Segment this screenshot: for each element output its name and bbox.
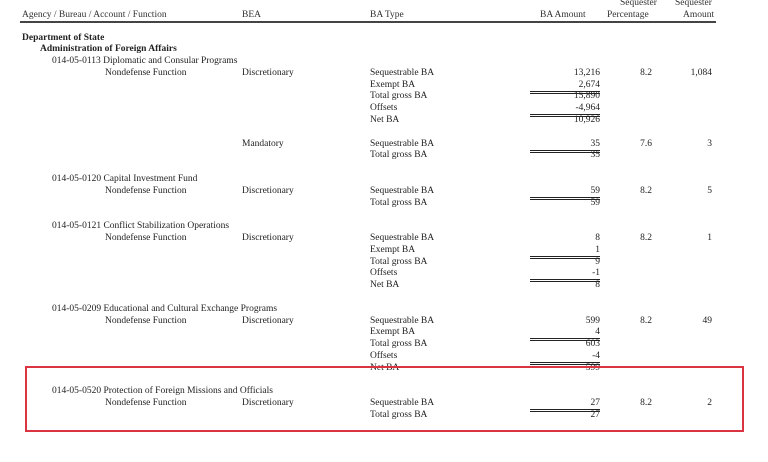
ba-type: Total gross BA — [370, 339, 428, 350]
ba-type: Net BA — [370, 115, 400, 125]
sequester-percentage: 8.2 — [640, 398, 652, 409]
ba-type: Exempt BA — [370, 244, 416, 255]
sequester-amount: 1,084 — [690, 67, 712, 78]
bea-label: Discretionary — [242, 185, 294, 196]
header-seq-amt-1: Sequester — [675, 0, 712, 8]
ba-amount: 2,674 — [530, 80, 600, 94]
sequester-amount: 3 — [707, 138, 712, 149]
ba-amount: -4,964 — [530, 103, 600, 118]
ba-type: Sequestrable BA — [370, 67, 435, 78]
department-name: Department of State — [22, 33, 105, 43]
account-title: 014-05-0209 Educational and Cultural Exc… — [52, 303, 278, 314]
bea-label: Discretionary — [242, 315, 294, 326]
ba-type: Sequestrable BA — [370, 185, 435, 196]
ba-amount: 9 — [595, 256, 600, 267]
function-label: Nondefense Function — [105, 185, 187, 196]
bea-label: Mandatory — [242, 138, 284, 149]
ba-amount: 1 — [530, 245, 600, 259]
ba-type: Sequestrable BA — [370, 138, 435, 149]
sequester-amount: 5 — [707, 185, 712, 196]
sequester-percentage: 8.2 — [640, 233, 652, 243]
ba-type: Total gross BA — [370, 150, 428, 161]
function-label: Nondefense Function — [105, 398, 187, 409]
ba-amount: 27 — [530, 398, 600, 413]
ba-amount: 8 — [595, 280, 600, 291]
function-label: Nondefense Function — [105, 315, 187, 326]
ba-amount: 603 — [585, 339, 600, 350]
function-label: Nondefense Function — [105, 233, 187, 243]
ba-type: Total gross BA — [370, 197, 428, 208]
sequester-percentage: 7.6 — [640, 138, 652, 149]
ba-type: Total gross BA — [370, 410, 428, 420]
sequester-amount: 49 — [702, 315, 713, 326]
ba-amount: 4 — [530, 327, 600, 342]
ba-amount: -1 — [530, 268, 600, 283]
ba-amount: 15,890 — [573, 91, 600, 102]
header-divider — [20, 21, 716, 23]
sequester-amount: 2 — [707, 398, 712, 409]
ba-amount: 59 — [590, 197, 601, 208]
bea-label: Discretionary — [242, 398, 294, 409]
ba-amount: 8 — [595, 233, 600, 243]
account-title: 014-05-0120 Capital Investment Fund — [52, 174, 198, 184]
header-agency: Agency / Bureau / Account / Function — [22, 10, 167, 20]
sequester-percentage: 8.2 — [640, 67, 652, 78]
ba-type: Sequestrable BA — [370, 315, 435, 326]
ba-type: Net BA — [370, 280, 400, 291]
header-seq-pct-2: Percentage — [607, 10, 649, 20]
sequester-percentage: 8.2 — [640, 315, 652, 326]
bureau-name: Administration of Foreign Affairs — [40, 44, 177, 54]
ba-type: Offsets — [370, 268, 398, 279]
sequester-amount: 1 — [707, 233, 712, 243]
account-title: 014-05-0121 Conflict Stabilization Opera… — [52, 221, 230, 232]
ba-type: Total gross BA — [370, 256, 428, 267]
header-bea: BEA — [242, 10, 261, 20]
highlight-box — [25, 366, 744, 432]
ba-type: Exempt BA — [370, 327, 416, 338]
ba-type: Offsets — [370, 103, 398, 114]
ba-amount: -4 — [530, 351, 600, 365]
ba-amount: 59 — [530, 186, 600, 200]
account-title: 014-05-0520 Protection of Foreign Missio… — [52, 386, 273, 397]
account-title: 014-05-0113 Diplomatic and Consular Prog… — [52, 56, 238, 66]
header-seq-amt-2: Amount — [683, 10, 715, 20]
bea-label: Discretionary — [242, 67, 294, 78]
ba-type: Sequestrable BA — [370, 233, 435, 243]
function-label: Nondefense Function — [105, 67, 187, 78]
header-seq-pct-1: Sequester — [620, 0, 657, 8]
ba-type: Offsets — [370, 351, 398, 361]
header-ba-type: BA Type — [370, 10, 404, 20]
ba-type: Exempt BA — [370, 79, 416, 90]
sequester-percentage: 8.2 — [640, 185, 652, 196]
ba-amount: 35 — [590, 150, 601, 161]
header-ba-amount: BA Amount — [540, 10, 586, 20]
ba-amount: 10,926 — [573, 115, 600, 125]
ba-amount: 13,216 — [573, 67, 600, 78]
ba-type: Total gross BA — [370, 91, 428, 102]
bea-label: Discretionary — [242, 233, 294, 243]
ba-amount: 27 — [590, 410, 601, 420]
ba-amount: 35 — [530, 139, 600, 153]
ba-amount: 599 — [585, 315, 600, 326]
ba-type: Sequestrable BA — [370, 398, 435, 409]
